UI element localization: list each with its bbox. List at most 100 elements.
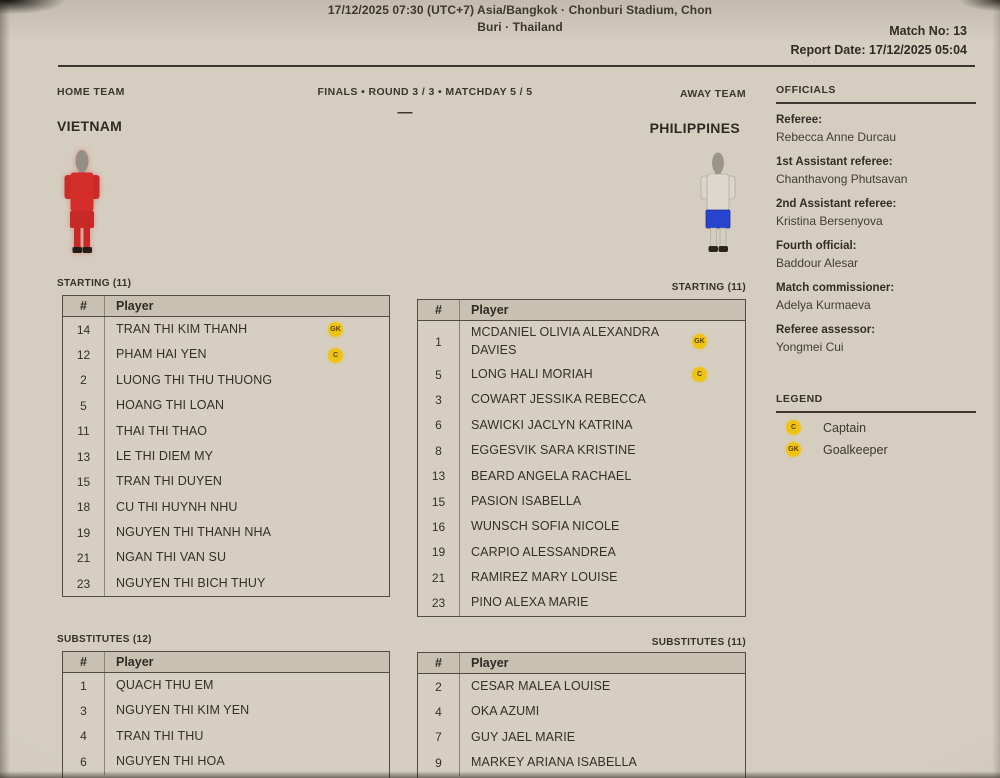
official-entry: Fourth official: Baddour Alesar xyxy=(776,238,976,272)
number-column-header: # xyxy=(418,300,460,320)
player-column-header: Player xyxy=(116,655,154,669)
home-starting-table: # Player 14 TRAN THI KIM THANH GK 12 PHA… xyxy=(62,295,390,598)
officials-section: OFFICIALS Referee: Rebecca Anne Durcau 1… xyxy=(776,84,976,356)
player-number: 12 xyxy=(63,342,105,368)
official-role: Referee assessor: xyxy=(776,324,876,336)
player-row: 12 PHAM HAI YEN C xyxy=(63,342,389,368)
player-number: 19 xyxy=(418,539,460,566)
player-number: 23 xyxy=(418,590,460,616)
official-entry: 1st Assistant referee: Chanthavong Phuts… xyxy=(776,154,976,188)
player-row: 11 THAI THI THAO xyxy=(63,418,389,444)
player-name: MCDANIEL OLIVIA ALEXANDRA DAVIES xyxy=(471,325,659,357)
player-number: 5 xyxy=(418,362,460,388)
away-team-label: AWAY TEAM xyxy=(680,88,747,100)
player-number: 1 xyxy=(418,321,460,362)
player-name: OKA AZUMI xyxy=(471,704,540,719)
role-badge: GK xyxy=(692,334,707,349)
official-name: Yongmei Cui xyxy=(776,340,844,354)
player-name: TRAN THI DUYEN xyxy=(116,474,223,489)
official-entry: Referee assessor: Yongmei Cui xyxy=(776,322,976,356)
number-column-header: # xyxy=(63,296,105,316)
player-number: 2 xyxy=(418,674,460,700)
official-name: Kristina Bersenyova xyxy=(776,214,883,228)
player-name: WUNSCH SOFIA NICOLE xyxy=(471,519,620,534)
home-starting-title: STARTING (11) xyxy=(57,278,132,289)
player-row: 19 NGUYEN THI THANH NHA xyxy=(63,520,389,546)
player-row: 6 NGUYEN THI HOA xyxy=(63,749,389,775)
player-name: GUY JAEL MARIE xyxy=(471,729,576,744)
player-name: CESAR MALEA LOUISE xyxy=(471,678,611,693)
official-entry: Match commissioner: Adelya Kurmaeva xyxy=(776,280,976,314)
home-team-label: HOME TEAM xyxy=(57,86,125,98)
player-name: PHAM HAI YEN xyxy=(116,347,207,362)
legend-section: LEGEND C Captain GK Goalkeeper xyxy=(776,393,976,457)
player-name: QUACH THU EM xyxy=(116,677,214,692)
official-role: 1st Assistant referee: xyxy=(776,156,893,168)
role-badge: C xyxy=(328,347,343,363)
legend-badge-icon: GK xyxy=(786,442,801,457)
official-role: Match commissioner: xyxy=(776,282,895,294)
official-entry: Referee: Rebecca Anne Durcau xyxy=(776,112,976,146)
legend-item: GK Goalkeeper xyxy=(776,442,976,457)
player-row: 4 OKA AZUMI xyxy=(418,699,745,725)
official-name: Adelya Kurmaeva xyxy=(776,298,871,312)
player-number: 23 xyxy=(63,570,105,597)
player-row: 4 TRAN THI THU xyxy=(63,723,389,750)
score-placeholder: — xyxy=(397,104,413,121)
role-badge: GK xyxy=(328,322,343,338)
player-number: 13 xyxy=(63,443,105,470)
stage-line: FINALS • ROUND 3 / 3 • MATCHDAY 5 / 5 xyxy=(317,86,533,98)
player-number: 6 xyxy=(418,412,460,439)
official-name: Rebecca Anne Durcau xyxy=(776,130,897,144)
player-number: 6 xyxy=(63,749,105,775)
header-divider xyxy=(58,65,975,67)
player-row: 7 GUY JAEL MARIE xyxy=(418,724,745,751)
legend-label: Goalkeeper xyxy=(823,442,888,457)
player-row: 8 EGGESVIK SARA KRISTINE xyxy=(418,438,745,464)
player-row: 18 CU THI HUYNH NHU xyxy=(63,494,389,521)
player-name: NGAN THI VAN SU xyxy=(116,550,227,565)
legend-item: C Captain xyxy=(776,420,976,435)
table-header-row: # Player xyxy=(63,296,389,317)
player-number: 8 xyxy=(418,438,460,464)
player-name: EGGESVIK SARA KRISTINE xyxy=(471,443,636,458)
player-row: 15 PASION ISABELLA xyxy=(418,488,745,515)
player-number: 11 xyxy=(63,418,105,444)
home-kit-icon xyxy=(64,150,100,253)
player-name: NGUYEN THI HOA xyxy=(116,754,225,769)
number-column-header: # xyxy=(418,653,460,673)
official-role: Referee: xyxy=(776,114,823,126)
player-name: MARKEY ARIANA ISABELLA xyxy=(471,755,637,770)
player-name: CARPIO ALESSANDREA xyxy=(471,544,616,559)
player-row: 1 QUACH THU EM xyxy=(63,673,389,699)
player-name: LONG HALI MORIAH xyxy=(471,366,593,381)
player-row: 9 MARKEY ARIANA ISABELLA xyxy=(418,750,745,776)
player-number: 14 xyxy=(63,317,105,343)
player-number: 13 xyxy=(418,463,460,489)
official-name: Chanthavong Phutsavan xyxy=(776,172,908,186)
player-number: 3 xyxy=(63,698,105,724)
player-number: 2 xyxy=(63,367,105,394)
match-datetime-venue: 17/12/2025 07:30 (UTC+7) Asia/Bangkok · … xyxy=(290,2,750,36)
player-row: 6 SAWICKI JACLYN KATRINA xyxy=(418,412,745,439)
player-row: 13 BEARD ANGELA RACHAEL xyxy=(418,463,745,489)
player-number: 16 xyxy=(418,514,460,540)
player-row: 1 MCDANIEL OLIVIA ALEXANDRA DAVIES GK xyxy=(418,321,745,362)
player-name: TRAN THI KIM THANH xyxy=(116,321,248,336)
player-name: COWART JESSIKA REBECCA xyxy=(471,392,646,407)
player-row: 15 TRAN THI DUYEN xyxy=(63,469,389,495)
legend-list: C Captain GK Goalkeeper xyxy=(776,420,976,457)
away-team-name: PHILIPPINES xyxy=(649,120,740,136)
player-column-header: Player xyxy=(471,656,509,670)
player-name: NGUYEN THI THANH NHA xyxy=(116,525,272,540)
away-starting-title: STARTING (11) xyxy=(671,282,746,293)
player-name: SAWICKI JACLYN KATRINA xyxy=(471,417,633,432)
table-header-row: # Player xyxy=(418,300,745,321)
player-name: LE THI DIEM MY xyxy=(116,448,214,463)
player-number: 5 xyxy=(63,393,105,419)
player-number: 21 xyxy=(418,565,460,591)
table-header-row: # Player xyxy=(418,653,745,674)
player-row: 19 CARPIO ALESSANDREA xyxy=(418,539,745,566)
player-number: 1 xyxy=(63,673,105,699)
player-number: 19 xyxy=(63,520,105,546)
